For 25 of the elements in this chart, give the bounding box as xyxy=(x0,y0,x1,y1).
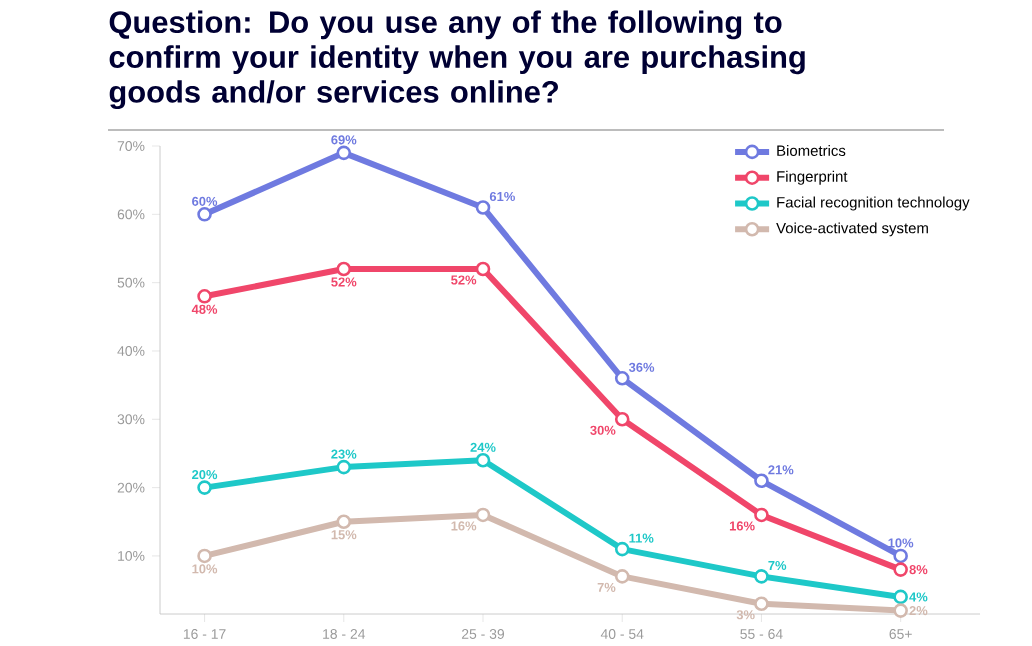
point xyxy=(754,596,769,612)
point xyxy=(893,548,908,564)
point xyxy=(614,541,630,557)
point xyxy=(893,603,908,618)
chart-title: Question: Do you use any of the following to confirm your identity when you are purchasing goods and/or services online? xyxy=(109,10,805,110)
point xyxy=(614,371,630,386)
point xyxy=(475,200,491,215)
point xyxy=(197,289,212,304)
point xyxy=(197,548,212,564)
point xyxy=(754,507,769,523)
point xyxy=(336,261,352,277)
point xyxy=(336,514,352,530)
point xyxy=(754,473,769,489)
point xyxy=(197,480,212,495)
point xyxy=(336,145,352,161)
point xyxy=(336,459,352,475)
point xyxy=(475,261,491,277)
point xyxy=(614,569,630,584)
point xyxy=(754,569,769,584)
point xyxy=(475,452,491,468)
point xyxy=(893,589,908,605)
point xyxy=(475,507,491,523)
point xyxy=(893,562,908,577)
point xyxy=(614,411,630,427)
point xyxy=(197,207,212,222)
